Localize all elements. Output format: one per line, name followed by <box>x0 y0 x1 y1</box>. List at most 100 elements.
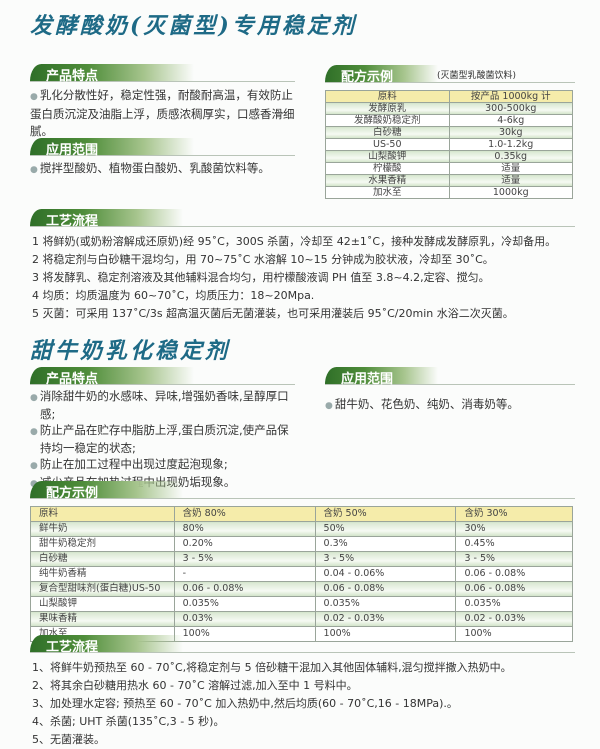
table-cell: 0.035% <box>314 596 457 612</box>
table-cell: 含奶 50% <box>314 506 457 522</box>
table-row: 白砂糖 30kg <box>325 126 573 139</box>
table-cell: 100% <box>314 626 457 642</box>
p1-features-text: ● 乳化分散性好，稳定性强，耐酸耐高温，有效防止蛋白质沉淀及油脂上浮，质感浓稠厚实… <box>30 88 295 138</box>
bullet-icon: ● <box>30 427 38 437</box>
bullet-icon: ● <box>30 461 38 471</box>
table-cell: 白砂糖 <box>325 126 450 139</box>
process-step: 2、将其余白砂糖用热水 60 - 70˚C 溶解过滤,加入至中 1 号料中。 <box>32 679 358 692</box>
process-step: 3 将发酵乳、稳定剂溶液及其他辅料混合均匀，用柠檬酸液调 PH 值至 3.8~4… <box>32 271 490 284</box>
table-cell: 300-500kg <box>448 102 573 115</box>
process-step: 4、杀菌; UHT 杀菌(135˚C,3 - 5 秒)。 <box>32 715 225 728</box>
table-cell: US-50 <box>325 138 450 151</box>
table-row: 纯牛奶香精 -0.04 - 0.06% 0.06 - 0.08% <box>30 566 573 582</box>
table-cell: 复合型甜味剂(蛋白糖)US-50 <box>30 581 175 597</box>
process-step: 3、加处理水定容; 预热至 60 - 70˚C 加入热奶中,然后均质(60 - … <box>32 697 458 710</box>
table-row: 加水至 1000kg <box>325 186 573 199</box>
table-row: 果味香精 0.03% 0.02 - 0.03% 0.02 - 0.03% <box>30 611 573 627</box>
process-step: 4 均质：均质温度为 60~70˚C，均质压力：18~20Mpa. <box>32 289 315 302</box>
p2-process-steps: 1、将鲜牛奶预热至 60 - 70˚C,将稳定剂与 5 倍砂糖干混加入其他固体辅… <box>32 659 592 749</box>
table-header-row: 原料 含奶 80% 含奶 50% 含奶 30% <box>30 506 573 522</box>
table-cell: 白砂糖 <box>30 551 175 567</box>
table-cell: 30% <box>455 521 573 537</box>
process-step: 1、将鲜牛奶预热至 60 - 70˚C,将稳定剂与 5 倍砂糖干混加入其他固体辅… <box>32 661 512 674</box>
table-cell: 0.035% <box>173 596 316 612</box>
table-cell: 0.06 - 0.08% <box>455 581 573 597</box>
table-row: US-50 1.0-1.2kg <box>325 138 573 151</box>
table-cell: 1000kg <box>448 186 573 199</box>
table-row: 柠檬酸 适量 <box>325 162 573 175</box>
p1-recipe-header: 配方示例 (灭菌型乳酸菌饮料) <box>325 65 575 85</box>
feature-item: ● 防止在加工过程中出现过度起泡现象; <box>30 457 228 471</box>
p1-process-steps: 1 将鲜奶(或奶粉溶解成还原奶)经 95˚C，300S 杀菌，冷却至 42±1˚… <box>32 233 592 323</box>
table-cell: 80% <box>173 521 316 537</box>
p2-features-header: 产品特点 <box>30 367 295 387</box>
table-cell: 加水至 <box>325 186 450 199</box>
feature-item: ● 消除甜牛奶的水感味、异味,增强奶香味,呈醇厚口感; <box>30 389 289 421</box>
p2-scope-text: ● 甜牛奶、花色奶、纯奶、消毒奶等。 <box>325 397 519 411</box>
table-row: 水果香精 适量 <box>325 174 573 187</box>
table-cell: 发酵原乳 <box>325 102 450 115</box>
table-cell: 发酵酸奶稳定剂 <box>325 114 450 127</box>
table-row: 山梨酸钾 0.035% 0.035% 0.035% <box>30 596 573 612</box>
table-row: 加水至 100% 100% 100% <box>30 626 573 642</box>
table-cell: 适量 <box>448 174 573 187</box>
table-cell: 0.02 - 0.03% <box>314 611 457 627</box>
table-cell: 4-6kg <box>448 114 573 127</box>
table-row: 白砂糖 3 - 5% 3 - 5% 3 - 5% <box>30 551 573 567</box>
table-row: 山梨酸钾 0.35kg <box>325 150 573 163</box>
table-cell: 适量 <box>448 162 573 175</box>
process-step: 1 将鲜奶(或奶粉溶解成还原奶)经 95˚C，300S 杀菌，冷却至 42±1˚… <box>32 235 557 248</box>
feature-item: ● 防止产品在贮存中脂肪上浮,蛋白质沉淀,使产品保持均一稳定的状态; <box>30 423 289 455</box>
process-step: 5、无菌灌装。 <box>32 733 105 746</box>
table-cell: 含奶 30% <box>455 506 573 522</box>
table-cell: 1.0-1.2kg <box>448 138 573 151</box>
product1-title: 发酵酸奶(灭菌型)专用稳定剂 <box>30 13 357 39</box>
table-cell: 含奶 80% <box>173 506 316 522</box>
table-cell: 水果香精 <box>325 174 450 187</box>
table-cell: 鲜牛奶 <box>30 521 175 537</box>
table-cell: 0.035% <box>455 596 573 612</box>
table-cell: 0.45% <box>455 536 573 552</box>
table-cell: 纯牛奶香精 <box>30 566 175 582</box>
table-row: 发酵酸奶稳定剂 4-6kg <box>325 114 573 127</box>
table-cell: 3 - 5% <box>314 551 457 567</box>
table-cell: 0.04 - 0.06% <box>314 566 457 582</box>
table-row: 复合型甜味剂(蛋白糖)US-50 0.06 - 0.08% 0.06 - 0.08%… <box>30 581 573 597</box>
table-row: 甜牛奶稳定剂 0.20% 0.3% 0.45% <box>30 536 573 552</box>
p1-scope-text: ● 搅拌型酸奶、植物蛋白酸奶、乳酸菌饮料等。 <box>30 161 270 175</box>
p2-scope-header: 应用范围 <box>325 367 575 387</box>
p1-recipe-table: 原料 按产品 1000kg 计发酵原乳 300-500kg 发酵酸奶稳定剂 4-6kg 白… <box>325 90 573 199</box>
p2-recipe-table: 原料 含奶 80% 含奶 50% 含奶 30% 鲜牛奶 80% 50% 30% 甜牛奶稳定剂 0.… <box>30 506 573 642</box>
table-cell: 30kg <box>448 126 573 139</box>
table-cell: 0.06 - 0.08% <box>173 581 316 597</box>
table-cell: 0.03% <box>173 611 316 627</box>
bullet-icon: ● <box>30 393 38 403</box>
table-cell: 0.06 - 0.08% <box>314 581 457 597</box>
table-cell: 甜牛奶稳定剂 <box>30 536 175 552</box>
table-cell: 3 - 5% <box>173 551 316 567</box>
table-cell: 50% <box>314 521 457 537</box>
table-cell: 100% <box>173 626 316 642</box>
table-cell: 原料 <box>325 90 450 103</box>
process-step: 2 将稳定剂与白砂糖干混均匀，用 70~75˚C 水溶解 10~15 分钟成为胶… <box>32 253 494 266</box>
table-cell: 山梨酸钾 <box>30 596 175 612</box>
table-cell: 果味香精 <box>30 611 175 627</box>
table-header-row: 原料 按产品 1000kg 计 <box>325 90 573 103</box>
table-cell: 0.3% <box>314 536 457 552</box>
p1-features-header: 产品特点 <box>30 64 295 84</box>
table-cell: 0.20% <box>173 536 316 552</box>
product2-title: 甜牛奶乳化稳定剂 <box>30 338 231 364</box>
table-cell: 100% <box>455 626 573 642</box>
table-cell: 0.06 - 0.08% <box>455 566 573 582</box>
table-row: 发酵原乳 300-500kg <box>325 102 573 115</box>
table-cell: 原料 <box>30 506 175 522</box>
table-cell: 按产品 1000kg 计 <box>448 90 573 103</box>
table-cell: 0.35kg <box>448 150 573 163</box>
table-cell: 0.02 - 0.03% <box>455 611 573 627</box>
table-row: 鲜牛奶 80% 50% 30% <box>30 521 573 537</box>
process-step: 5 灭菌：可采用 137˚C/3s 超高温灭菌后无菌灌装，也可采用灌装后 95˚… <box>32 307 514 320</box>
p1-scope-header: 应用范围 <box>30 138 295 158</box>
table-cell: 山梨酸钾 <box>325 150 450 163</box>
table-cell: 柠檬酸 <box>325 162 450 175</box>
p1-process-header: 工艺流程 <box>30 209 575 229</box>
